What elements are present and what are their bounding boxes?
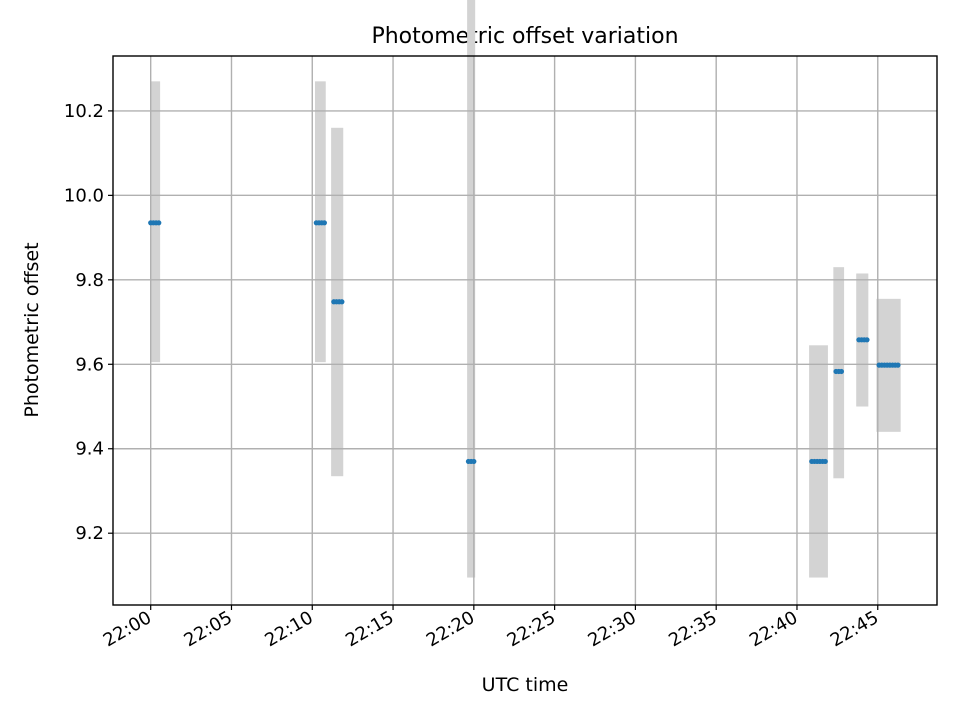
x-tick-label: 22:25 [504, 607, 559, 651]
data-point [471, 458, 477, 465]
x-tick-label: 22:05 [181, 607, 236, 651]
y-tick-label: 10.2 [64, 101, 104, 122]
data-point [321, 220, 327, 226]
error-band [467, 0, 476, 578]
y-tick-label: 9.8 [75, 270, 104, 291]
x-axis-label: UTC time [482, 674, 569, 696]
x-tick-label: 22:30 [584, 607, 639, 651]
x-tick-label: 22:15 [342, 607, 397, 651]
data-point [822, 458, 828, 465]
x-tick-label: 22:00 [100, 607, 155, 651]
x-tick-label: 22:20 [423, 607, 478, 651]
y-axis-label: Photometric offset [21, 242, 43, 417]
data-point [895, 362, 901, 368]
x-tick-label: 22:10 [261, 607, 316, 651]
data-point [838, 368, 845, 375]
y-tick-label: 9.4 [75, 439, 104, 460]
chart-title: Photometric offset variation [371, 24, 678, 49]
y-tick-label: 10.0 [64, 185, 104, 206]
data-point [864, 337, 870, 343]
data-point [339, 299, 345, 305]
y-axis: 9.2 9.4 9.6 9.8 10.0 10.2 [64, 101, 113, 544]
error-band-layer [150, 0, 901, 578]
x-tick-label: 22:35 [665, 607, 720, 651]
x-tick-label: 22:40 [746, 607, 801, 651]
y-tick-label: 9.2 [75, 523, 104, 544]
x-axis: 22:00 22:05 22:10 22:15 22:20 22:25 22:30 22:35… [100, 605, 882, 651]
point-layer [148, 220, 901, 465]
grid [113, 56, 937, 605]
data-point [156, 220, 162, 226]
plot-frame [112, 55, 938, 606]
x-tick-label: 22:45 [827, 607, 882, 651]
y-tick-label: 9.6 [75, 354, 104, 375]
